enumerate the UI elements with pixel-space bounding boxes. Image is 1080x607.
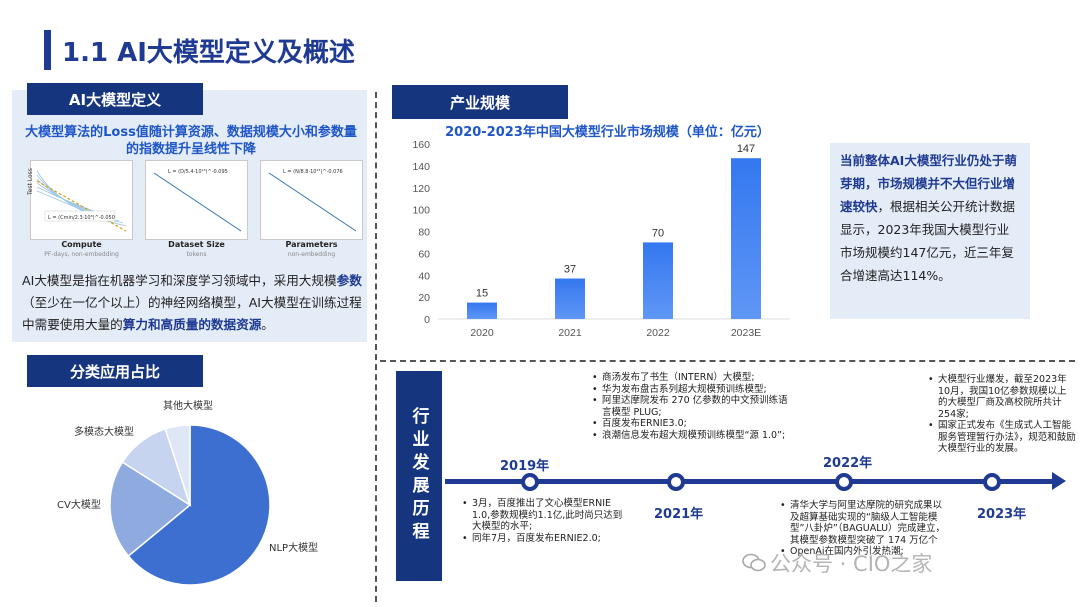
x-tick-label: 2020 <box>470 327 494 339</box>
pie-label-other: 其他大模型 <box>163 401 213 412</box>
y-tick-label: 140 <box>412 161 430 173</box>
compute-loss-plot: L = (Cmin/2.3·10⁸)^-0.050 <box>30 160 133 240</box>
parameters-sublabel: non-embedding <box>287 251 336 258</box>
market-bar-chart: 0 20 40 60 80 100 120 140 160 15 2020 37 2021 70 2022 1… <box>412 139 790 339</box>
classification-pie-chart <box>109 424 271 586</box>
test-loss-ylabel: Test Loss <box>26 168 34 195</box>
definition-body: AI大模型是指在机器学习和深度学习领域中，采用大规模参数 （至少在一亿个以上）的神… <box>22 270 366 336</box>
y-tick-label: 80 <box>418 227 430 239</box>
bar-2021 <box>555 278 585 319</box>
parameters-loss-plot: L = (N/8.8·10¹³)^-0.076 <box>260 160 363 240</box>
compute-formula: L = (Cmin/2.3·10⁸)^-0.050 <box>48 215 115 221</box>
market-header: 产业规模 <box>392 85 568 119</box>
history-header: 行业发展历程 <box>396 371 442 581</box>
event-2023-1: 大模型行业爆发，截至2023年10月，我国10亿参数规模以上的大模型厂商及高校院… <box>928 374 1076 420</box>
compute-sublabel: PF-days, non-embedding <box>44 251 119 258</box>
classification-header: 分类应用占比 <box>27 355 203 387</box>
y-tick-label: 20 <box>418 292 430 304</box>
event-2021-4: 百度发布ERNIE3.0; <box>592 418 790 430</box>
definition-body-highlight-2: 算力和高质量的数据资源 <box>122 317 262 332</box>
parameters-loss-line: L = (N/8.8·10¹³)^-0.076 <box>268 169 357 232</box>
event-2021-2: 华为发布盘古系列超大规模预训练模型; <box>592 384 790 396</box>
y-tick-label: 120 <box>412 183 430 195</box>
timeline-arrow-icon <box>1052 472 1066 490</box>
pie-slice-1 <box>109 461 192 558</box>
x-tick-label: 2023E <box>731 327 761 339</box>
year-2019: 2019年 <box>500 459 550 474</box>
events-2019-list: 3月，百度推出了文心模型ERNIE 1.0,参数规模约1.1亿,此时尚只达到大模… <box>462 498 624 544</box>
definition-body-text-3: 。 <box>261 317 274 332</box>
definition-body-highlight-1: 参数 <box>336 273 362 288</box>
market-summary-box: 当前整体AI大模型行业仍处于萌芽期，市场规模并不大但行业增速较快，根据相关公开统… <box>830 143 1030 319</box>
bar-2020 <box>467 302 497 319</box>
x-tick-label: 2022 <box>646 327 670 339</box>
title-accent-bar <box>44 30 51 70</box>
bar-2022 <box>643 242 673 319</box>
year-2021: 2021年 <box>654 507 704 522</box>
definition-body-text-1: AI大模型是指在机器学习和深度学习领域中，采用大规模 <box>22 273 337 288</box>
timeline-dot-2023 <box>983 473 1001 491</box>
definition-header: AI大模型定义 <box>27 83 203 115</box>
pie-slice-0 <box>127 424 271 586</box>
y-tick-label: 60 <box>418 248 430 260</box>
y-tick-label: 100 <box>412 205 430 217</box>
year-2022: 2022年 <box>823 456 873 471</box>
dataset-sublabel: tokens <box>186 251 207 258</box>
events-2021-list: 商汤发布了书生（INTERN）大模型; 华为发布盘古系列超大规模预训练模型; 阿… <box>592 372 790 441</box>
pie-label-cv: CV大模型 <box>57 500 101 511</box>
dataset-label: Dataset Size <box>168 240 225 249</box>
y-tick-label: 160 <box>412 139 430 151</box>
y-tick-label: 0 <box>424 314 430 326</box>
compute-loss-curves: L = (Cmin/2.3·10⁸)^-0.050 <box>36 170 127 232</box>
event-2022-2: OpenAi在国内外引发热潮; <box>780 546 948 558</box>
vertical-divider <box>375 92 377 602</box>
bar-value-label: 37 <box>564 264 576 276</box>
horizontal-divider <box>380 360 1075 362</box>
parameters-formula: L = (N/8.8·10¹³)^-0.076 <box>283 169 343 175</box>
event-2019-2: 同年7月，百度发布ERNIE2.0; <box>462 533 624 545</box>
event-2022-1: 清华大学与阿里达摩院的研究成果以及超算基础实现的“脑级人工智能模型”八卦炉”（B… <box>780 500 948 546</box>
x-tick-label: 2021 <box>558 327 582 339</box>
wechat-icon <box>742 553 766 572</box>
pie-label-nlp: NLP大模型 <box>269 543 319 554</box>
event-2021-5: 浪潮信息发布超大规模预训练模型“源 1.0”; <box>592 430 790 442</box>
timeline-dot-2021 <box>667 473 685 491</box>
compute-label: Compute <box>61 240 102 249</box>
page-title: 1.1 AI大模型定义及概述 <box>62 38 355 68</box>
events-2022-list: 清华大学与阿里达摩院的研究成果以及超算基础实现的“脑级人工智能模型”八卦炉”（B… <box>780 500 948 558</box>
dataset-formula: L = (D/5.4·10¹³)^-0.095 <box>168 169 228 175</box>
bar-value-label: 70 <box>652 227 664 239</box>
events-2023-list: 大模型行业爆发，截至2023年10月，我国10亿参数规模以上的大模型厂商及高校院… <box>928 374 1076 455</box>
parameters-label: Parameters <box>285 240 338 249</box>
timeline-dot-2022 <box>835 473 853 491</box>
event-2021-3: 阿里达摩院发布 270 亿参数的中文预训练语言模型 PLUG; <box>592 395 790 418</box>
dataset-loss-line: L = (D/5.4·10¹³)^-0.095 <box>153 169 242 232</box>
bar-2023E <box>731 158 761 319</box>
market-summary-highlight: 当前整体AI大模型行业仍处于萌芽期，市场规模并不大但行业增速较快 <box>840 153 1017 214</box>
event-2023-2: 国家正式发布《生成式人工智能服务管理暂行办法》，规范和鼓励大模型行业的发展。 <box>928 420 1076 455</box>
year-2023: 2023年 <box>977 507 1027 522</box>
watermark-text: 公众号 · CIO之家 <box>770 552 933 576</box>
timeline-axis <box>445 479 1057 484</box>
definition-subtitle: 大模型算法的Loss值随计算资源、数据规模大小和参数量的指数提升呈线性下降 <box>25 125 357 157</box>
timeline-dot-2019 <box>521 473 539 491</box>
y-tick-label: 40 <box>418 270 430 282</box>
market-summary-text: ，根据相关公开统计数据显示，2023年我国大模型行业市场规模约147亿元，近三年… <box>840 199 1016 283</box>
bar-value-label: 147 <box>737 143 755 155</box>
bar-value-label: 15 <box>476 288 488 300</box>
market-chart-title: 2020-2023年中国大模型行业市场规模（单位：亿元） <box>445 125 770 140</box>
definition-body-text-2: （至少在一亿个以上）的神经网络模型，AI大模型在训练过程中需要使用大量的 <box>22 295 362 332</box>
pie-slice-3 <box>164 424 191 506</box>
event-2021-1: 商汤发布了书生（INTERN）大模型; <box>592 372 790 384</box>
dataset-loss-plot: L = (D/5.4·10¹³)^-0.095 <box>145 160 248 240</box>
pie-label-multimodal: 多模态大模型 <box>74 427 134 438</box>
event-2019-1: 3月，百度推出了文心模型ERNIE 1.0,参数规模约1.1亿,此时尚只达到大模… <box>462 498 624 533</box>
